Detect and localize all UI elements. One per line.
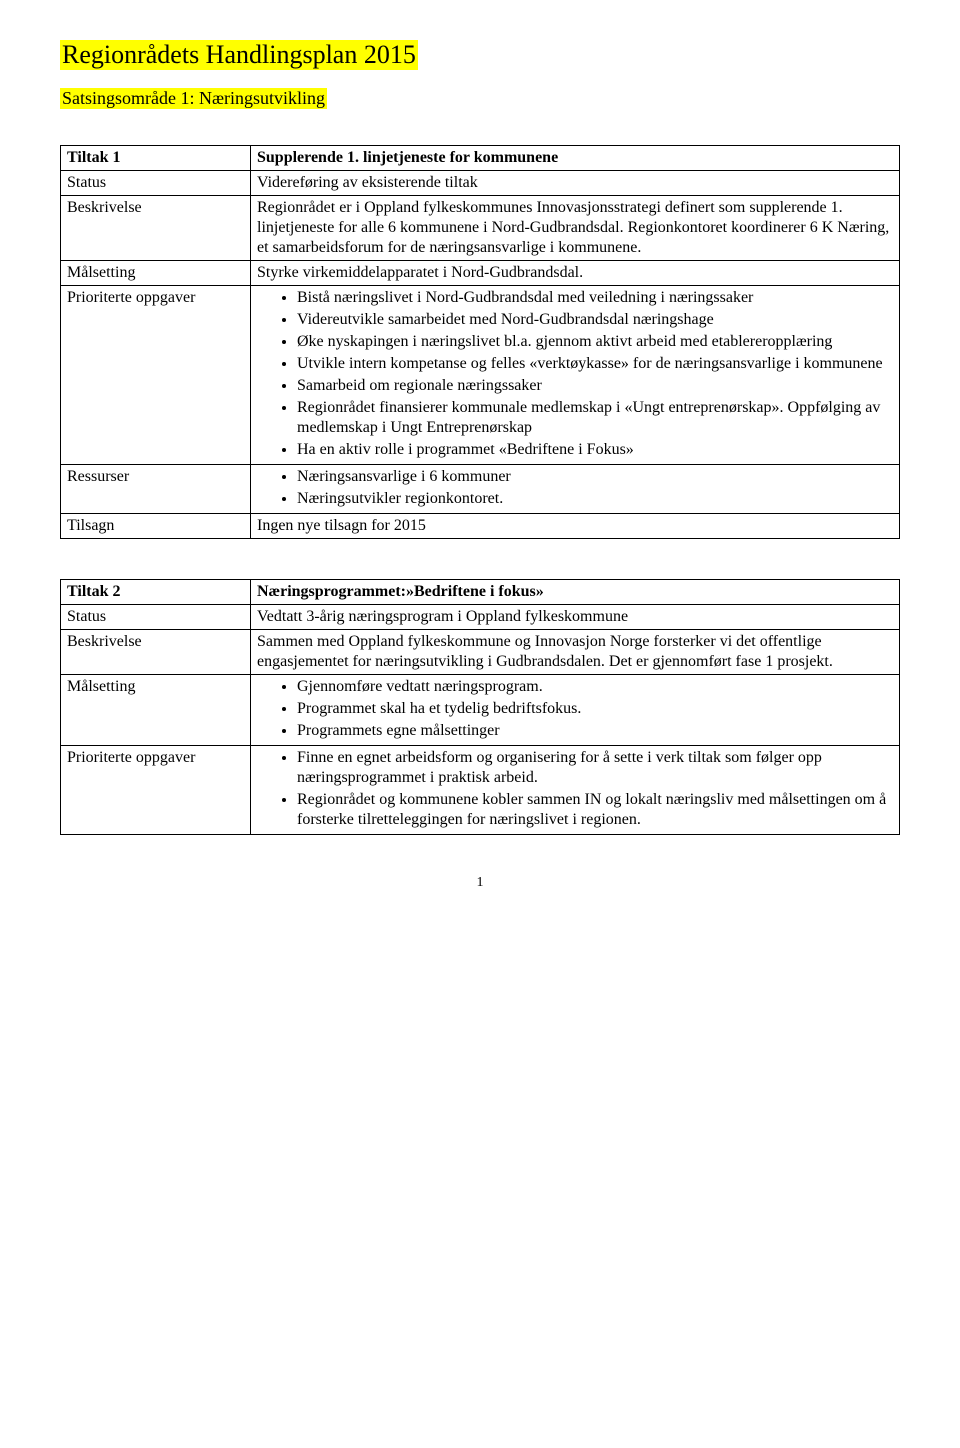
row-label: Tiltak 2	[61, 580, 251, 605]
list-item: Utvikle intern kompetanse og felles «ver…	[297, 354, 893, 374]
table-tiltak-2: Tiltak 2 Næringsprogrammet:»Bedriftene i…	[60, 579, 900, 835]
row-label: Målsetting	[61, 261, 251, 286]
row-label: Beskrivelse	[61, 630, 251, 675]
list-item: Øke nyskapingen i næringslivet bl.a. gje…	[297, 332, 893, 352]
table-row: Beskrivelse Sammen med Oppland fylkeskom…	[61, 630, 900, 675]
list-item: Samarbeid om regionale næringssaker	[297, 376, 893, 396]
table-row: Tiltak 1 Supplerende 1. linjetjeneste fo…	[61, 146, 900, 171]
row-value: Gjennomføre vedtatt næringsprogram.Progr…	[251, 675, 900, 746]
row-value: Næringsprogrammet:»Bedriftene i fokus»	[251, 580, 900, 605]
table-row: Tiltak 2 Næringsprogrammet:»Bedriftene i…	[61, 580, 900, 605]
row-value: Bistå næringslivet i Nord-Gudbrandsdal m…	[251, 286, 900, 465]
row-label: Tilsagn	[61, 514, 251, 539]
row-value: Finne en egnet arbeidsform og organiseri…	[251, 746, 900, 835]
table-row: Prioriterte oppgaver Finne en egnet arbe…	[61, 746, 900, 835]
bullet-list: Finne en egnet arbeidsform og organiseri…	[257, 748, 893, 830]
row-label: Beskrivelse	[61, 196, 251, 261]
table-row: Prioriterte oppgaver Bistå næringslivet …	[61, 286, 900, 465]
row-label: Tiltak 1	[61, 146, 251, 171]
table-row: Status Vedtatt 3-årig næringsprogram i O…	[61, 605, 900, 630]
table-row: Målsetting Gjennomføre vedtatt næringspr…	[61, 675, 900, 746]
list-item: Ha en aktiv rolle i programmet «Bedrifte…	[297, 440, 893, 460]
list-item: Programmets egne målsettinger	[297, 721, 893, 741]
table-row: Beskrivelse Regionrådet er i Oppland fyl…	[61, 196, 900, 261]
table-row: Status Videreføring av eksisterende tilt…	[61, 171, 900, 196]
table-row: Ressurser Næringsansvarlige i 6 kommuner…	[61, 465, 900, 514]
list-item: Programmet skal ha et tydelig bedriftsfo…	[297, 699, 893, 719]
list-item: Næringsansvarlige i 6 kommuner	[297, 467, 893, 487]
row-value: Videreføring av eksisterende tiltak	[251, 171, 900, 196]
row-label: Prioriterte oppgaver	[61, 286, 251, 465]
row-value: Supplerende 1. linjetjeneste for kommune…	[251, 146, 900, 171]
table-row: Målsetting Styrke virkemiddelapparatet i…	[61, 261, 900, 286]
bullet-list: Gjennomføre vedtatt næringsprogram.Progr…	[257, 677, 893, 741]
list-item: Bistå næringslivet i Nord-Gudbrandsdal m…	[297, 288, 893, 308]
row-value: Styrke virkemiddelapparatet i Nord-Gudbr…	[251, 261, 900, 286]
row-label: Prioriterte oppgaver	[61, 746, 251, 835]
list-item: Regionrådet og kommunene kobler sammen I…	[297, 790, 893, 830]
row-label: Ressurser	[61, 465, 251, 514]
row-value: Sammen med Oppland fylkeskommune og Inno…	[251, 630, 900, 675]
row-label: Status	[61, 171, 251, 196]
page-subtitle: Satsingsområde 1: Næringsutvikling	[60, 88, 327, 109]
list-item: Næringsutvikler regionkontoret.	[297, 489, 893, 509]
list-item: Gjennomføre vedtatt næringsprogram.	[297, 677, 893, 697]
bullet-list: Bistå næringslivet i Nord-Gudbrandsdal m…	[257, 288, 893, 460]
row-value: Regionrådet er i Oppland fylkeskommunes …	[251, 196, 900, 261]
table-tiltak-1: Tiltak 1 Supplerende 1. linjetjeneste fo…	[60, 145, 900, 539]
page-number: 1	[60, 875, 900, 891]
row-value: Vedtatt 3-årig næringsprogram i Oppland …	[251, 605, 900, 630]
bullet-list: Næringsansvarlige i 6 kommunerNæringsutv…	[257, 467, 893, 509]
row-label: Målsetting	[61, 675, 251, 746]
list-item: Finne en egnet arbeidsform og organiseri…	[297, 748, 893, 788]
row-value: Næringsansvarlige i 6 kommunerNæringsutv…	[251, 465, 900, 514]
page-title: Regionrådets Handlingsplan 2015	[60, 40, 418, 70]
row-value: Ingen nye tilsagn for 2015	[251, 514, 900, 539]
table-row: Tilsagn Ingen nye tilsagn for 2015	[61, 514, 900, 539]
row-label: Status	[61, 605, 251, 630]
list-item: Regionrådet finansierer kommunale medlem…	[297, 398, 893, 438]
list-item: Videreutvikle samarbeidet med Nord-Gudbr…	[297, 310, 893, 330]
